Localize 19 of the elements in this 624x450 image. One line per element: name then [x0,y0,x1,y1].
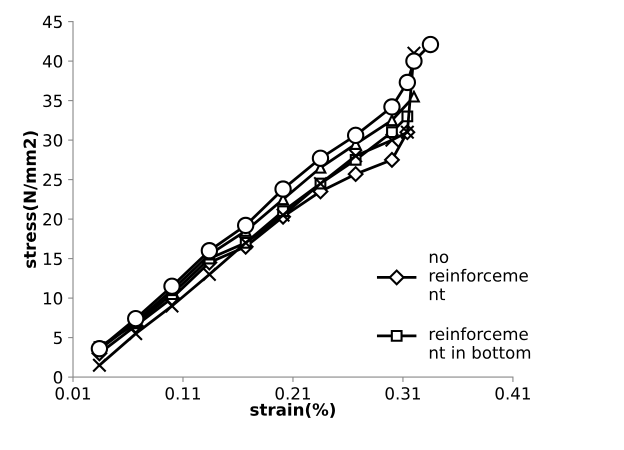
y-tick-label: 5 [54,332,62,344]
y-axis-title: stress(N/mm2) [23,131,38,268]
x-tick-label: 0.21 [276,387,310,400]
x-tick-label: 0.11 [166,387,200,400]
y-tick-label: 40 [42,55,62,68]
y-tick-label: 25 [43,174,62,186]
y-tick-label: 10 [44,292,62,305]
y-tick-label: 45 [42,16,62,28]
x-axis-title: strain(%) [250,402,335,418]
x-tick-label: 0.41 [495,387,530,400]
legend-label: reinforceme nt in bottom [430,327,530,359]
legend-label: no reinforceme nt [430,254,528,300]
x-tick-label: 0.31 [385,387,420,400]
y-tick-label: 35 [43,94,62,108]
y-tick-label: 20 [43,213,62,226]
x-tick-label: 0.01 [56,387,90,400]
y-tick-label: 30 [43,134,62,147]
y-tick-label: 0 [54,371,62,384]
y-tick-label: 15 [44,252,62,266]
